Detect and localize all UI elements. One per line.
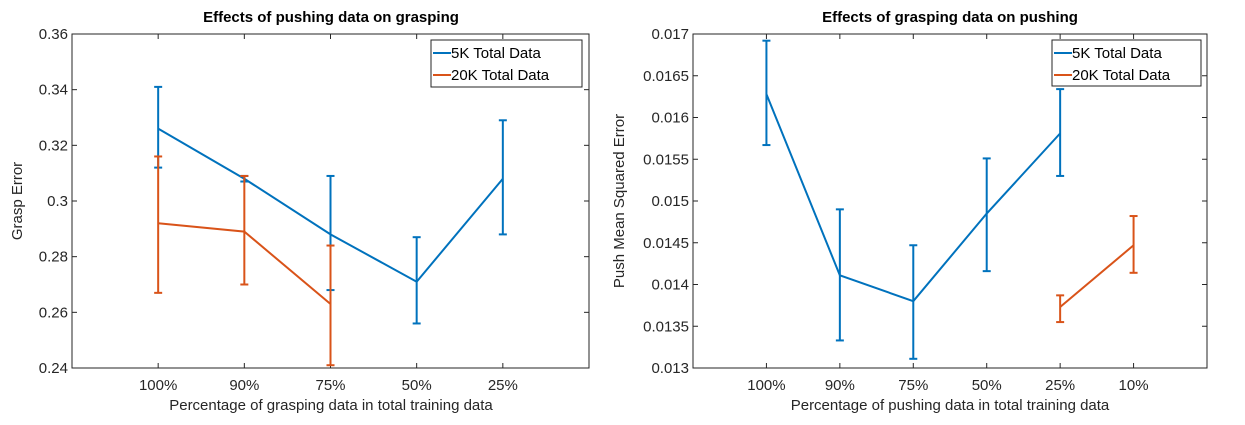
y-tick-label: 0.36 <box>39 26 68 43</box>
y-tick-label: 0.32 <box>39 137 68 154</box>
legend-entry: 5K Total Data <box>1072 45 1162 62</box>
x-axis-label: Percentage of pushing data in total trai… <box>791 397 1110 414</box>
pushing-chart: Effects of grasping data on pushing Perc… <box>611 9 1208 414</box>
y-axis-label: Grasp Error <box>9 162 26 240</box>
legend: 5K Total Data 20K Total Data <box>1051 39 1202 87</box>
y-tick-label: 0.013 <box>651 360 689 377</box>
error-bar <box>762 39 771 147</box>
chart-title: Effects of grasping data on pushing <box>822 9 1078 26</box>
x-tick-label: 25% <box>488 377 518 394</box>
y-tick-label: 0.017 <box>651 26 689 43</box>
y-tick-label: 0.26 <box>39 304 68 321</box>
y-tick-label: 0.34 <box>39 82 68 99</box>
x-tick-label: 10% <box>1119 377 1149 394</box>
error-bar <box>326 244 335 367</box>
error-bar <box>909 244 918 360</box>
y-tick-label: 0.0135 <box>643 318 689 335</box>
y-axis-label: Push Mean Squared Error <box>611 114 628 288</box>
legend-entry: 20K Total Data <box>451 67 550 84</box>
x-tick-label: 90% <box>825 377 855 394</box>
x-tick-label: 100% <box>139 377 177 394</box>
error-bar <box>1129 215 1138 274</box>
legend-entry: 5K Total Data <box>451 45 541 62</box>
y-tick-label: 0.24 <box>39 360 68 377</box>
y-tick-label: 0.0145 <box>643 235 689 252</box>
y-tick-label: 0.0155 <box>643 151 689 168</box>
legend-box <box>430 39 583 88</box>
error-bar <box>1056 88 1065 177</box>
series-line-1 <box>1059 244 1135 308</box>
x-tick-label: 25% <box>1045 377 1075 394</box>
error-bar <box>498 119 507 236</box>
error-bar <box>154 155 163 294</box>
y-tick-label: 0.014 <box>651 277 689 294</box>
x-tick-label: 100% <box>747 377 785 394</box>
grasping-chart: Effects of pushing data on grasping Perc… <box>9 9 590 414</box>
error-bar <box>835 208 844 342</box>
y-tick-label: 0.015 <box>651 193 689 210</box>
x-tick-label: 50% <box>972 377 1002 394</box>
legend: 5K Total Data 20K Total Data <box>430 39 583 88</box>
x-axis-label: Percentage of grasping data in total tra… <box>169 397 493 414</box>
y-tick-label: 0.0165 <box>643 68 689 85</box>
legend-box <box>1051 39 1202 87</box>
y-tick-label: 0.3 <box>47 193 68 210</box>
y-tick-label: 0.016 <box>651 110 689 127</box>
error-bar <box>412 236 421 325</box>
chart-title: Effects of pushing data on grasping <box>203 9 459 26</box>
y-tick-label: 0.28 <box>39 249 68 266</box>
x-tick-label: 75% <box>315 377 345 394</box>
error-bar <box>1056 294 1065 324</box>
legend-entry: 20K Total Data <box>1072 67 1171 84</box>
x-tick-label: 90% <box>229 377 259 394</box>
x-tick-label: 75% <box>898 377 928 394</box>
error-bar <box>982 157 991 273</box>
error-bar <box>240 174 249 286</box>
x-tick-label: 50% <box>402 377 432 394</box>
